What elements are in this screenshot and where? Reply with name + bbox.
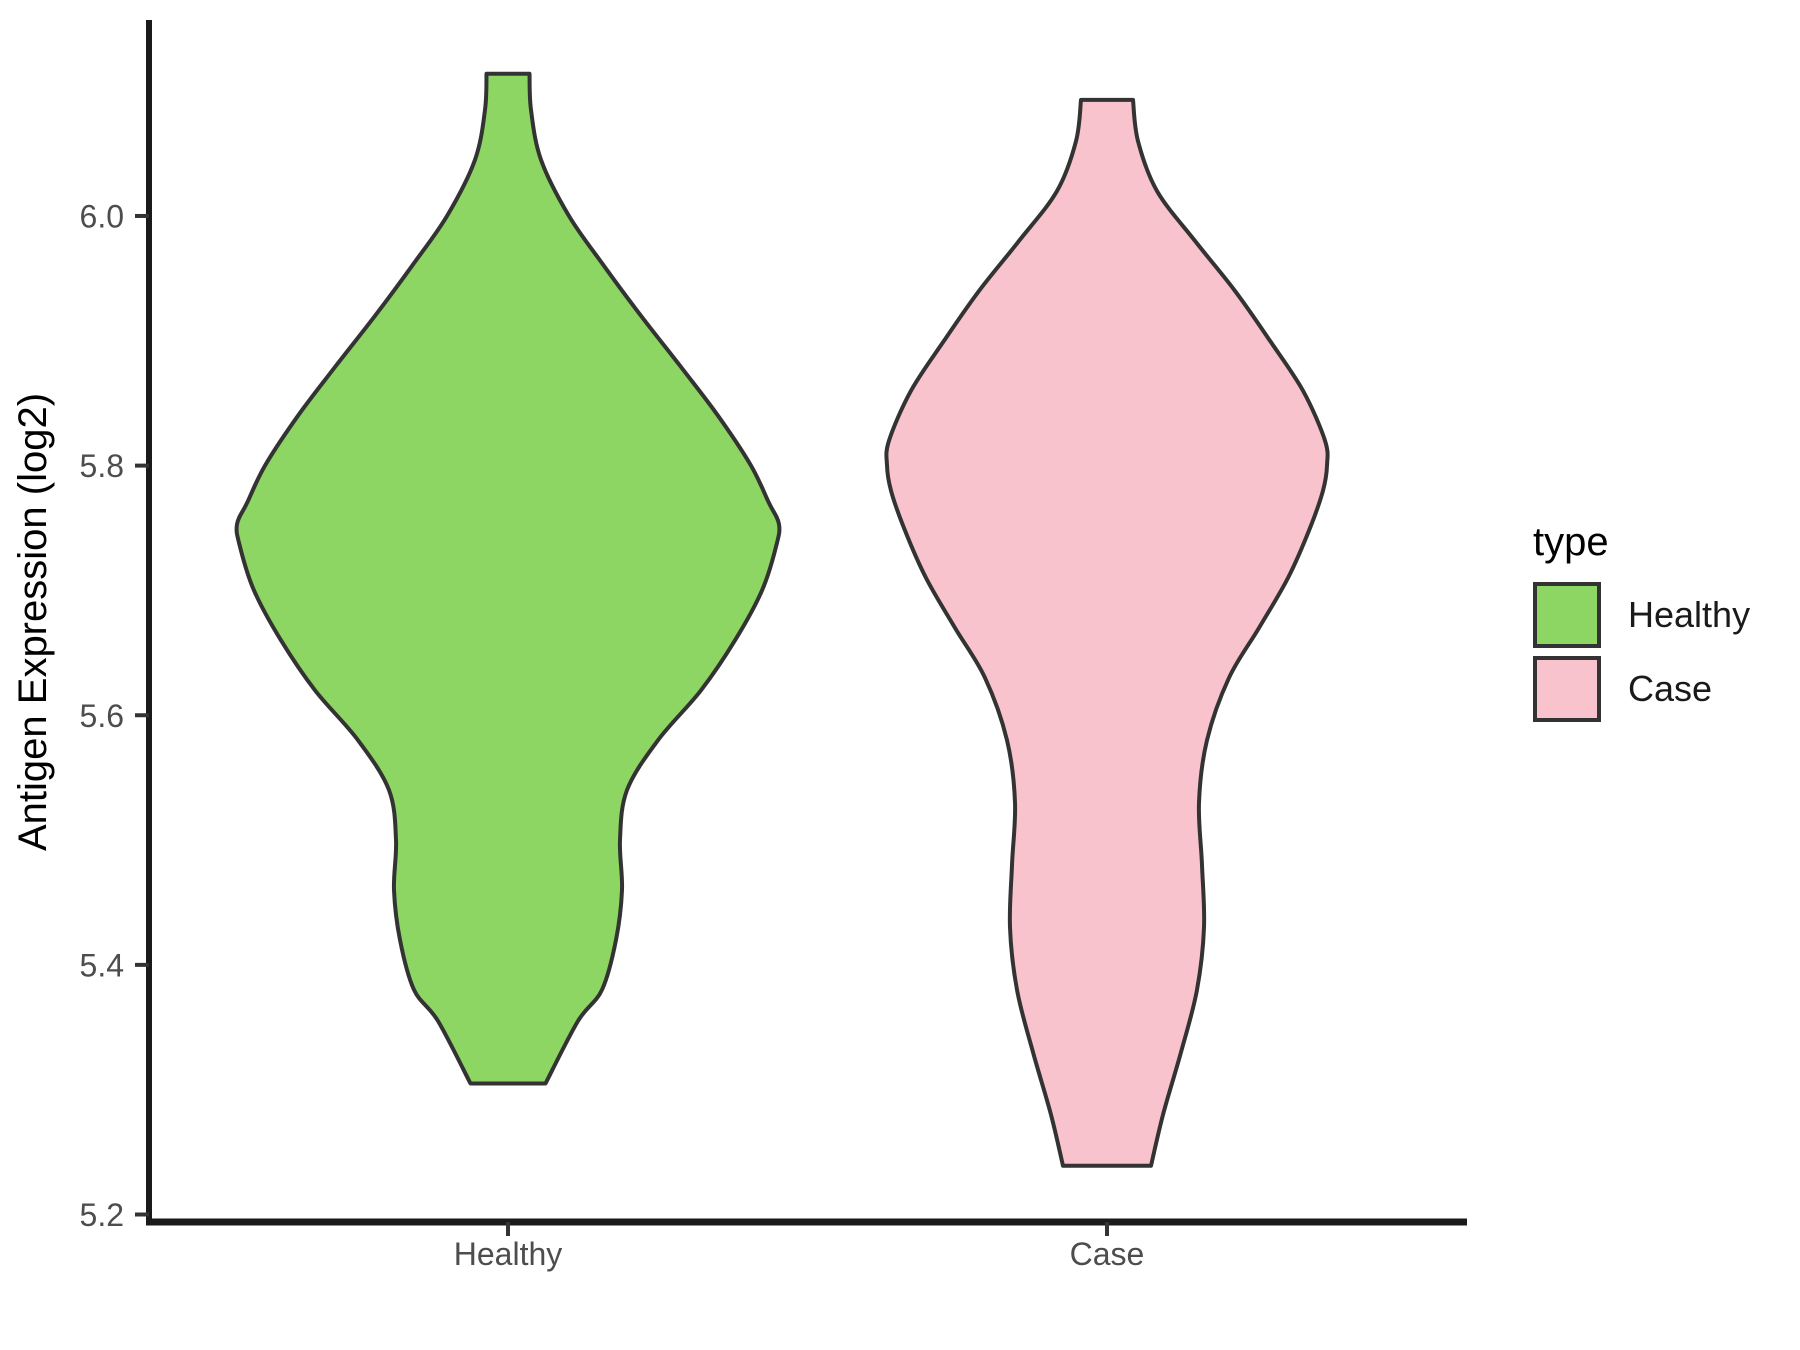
plot-area: 6.0 5.8 5.6 5.4 5.2 Healthy Case: [80, 20, 1467, 1272]
legend-title: type: [1533, 520, 1609, 564]
legend-swatch-case: [1533, 656, 1601, 722]
y-tick-label: 5.2: [80, 1197, 124, 1233]
y-tick-label: 5.6: [80, 698, 124, 734]
legend-label-case: Case: [1628, 668, 1713, 709]
y-tick-label: 6.0: [80, 198, 124, 234]
legend-item-healthy: Healthy: [1533, 582, 1750, 648]
x-tick-label: Healthy: [454, 1236, 563, 1272]
legend: type Healthy Case: [1533, 520, 1750, 730]
legend-item-case: Case: [1533, 656, 1750, 722]
legend-swatch-healthy: [1533, 582, 1601, 648]
y-tick-label: 5.8: [80, 448, 124, 484]
legend-label-healthy: Healthy: [1628, 594, 1751, 635]
y-axis-title: Antigen Expression (log2): [11, 393, 55, 851]
y-tick-label: 5.4: [80, 947, 124, 983]
violin-case: [884, 97, 1330, 1168]
x-tick-label: Case: [1070, 1236, 1145, 1272]
violin-healthy: [234, 71, 782, 1086]
